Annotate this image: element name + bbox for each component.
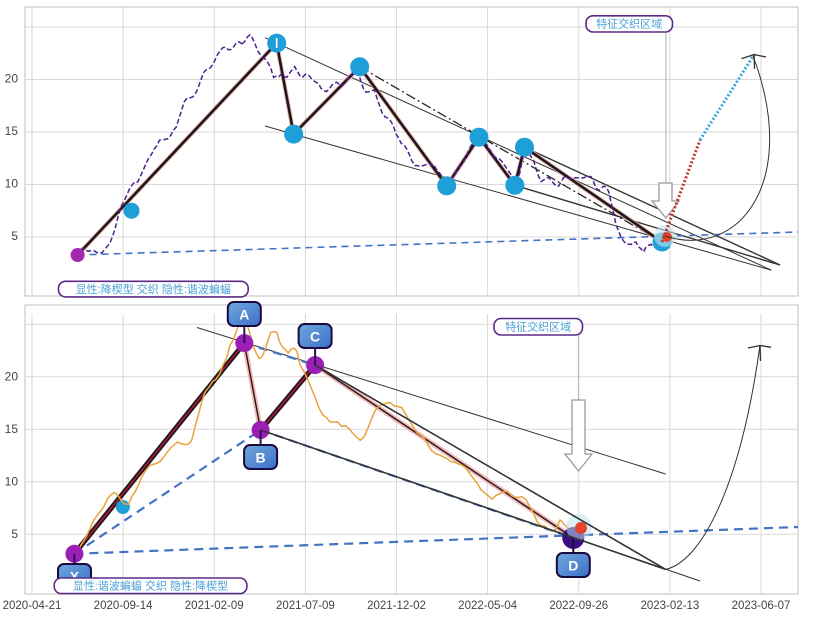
svg-text:2022-09-26: 2022-09-26 <box>549 600 608 612</box>
svg-text:2020-04-21: 2020-04-21 <box>3 600 62 612</box>
svg-text:5: 5 <box>11 229 18 243</box>
svg-text:2020-09-14: 2020-09-14 <box>94 600 153 612</box>
svg-text:D: D <box>568 558 578 574</box>
svg-text:10: 10 <box>5 474 19 488</box>
svg-text:10: 10 <box>5 177 19 191</box>
svg-text:特征交织区域: 特征交织区域 <box>596 17 662 31</box>
svg-text:2023-02-13: 2023-02-13 <box>640 600 699 612</box>
svg-text:显性:谐波蝙蝠 交织 隐性:降楔型: 显性:谐波蝙蝠 交织 隐性:降楔型 <box>73 579 228 593</box>
svg-text:2021-02-09: 2021-02-09 <box>185 600 244 612</box>
svg-text:特征交织区域: 特征交织区域 <box>505 320 571 334</box>
svg-text:20: 20 <box>5 369 19 383</box>
svg-text:2021-12-02: 2021-12-02 <box>367 600 426 612</box>
svg-text:2023-06-07: 2023-06-07 <box>732 600 791 612</box>
svg-text:5: 5 <box>11 527 18 541</box>
svg-text:2021-07-09: 2021-07-09 <box>276 600 335 612</box>
svg-text:A: A <box>239 307 249 323</box>
svg-text:15: 15 <box>5 422 19 436</box>
svg-text:C: C <box>310 329 320 345</box>
svg-text:显性:降楔型 交织 隐性:谐波蝙蝠: 显性:降楔型 交织 隐性:谐波蝙蝠 <box>76 282 231 296</box>
svg-text:2022-05-04: 2022-05-04 <box>458 600 517 612</box>
svg-text:15: 15 <box>5 124 19 138</box>
svg-text:B: B <box>256 450 266 466</box>
svg-text:20: 20 <box>5 72 19 86</box>
